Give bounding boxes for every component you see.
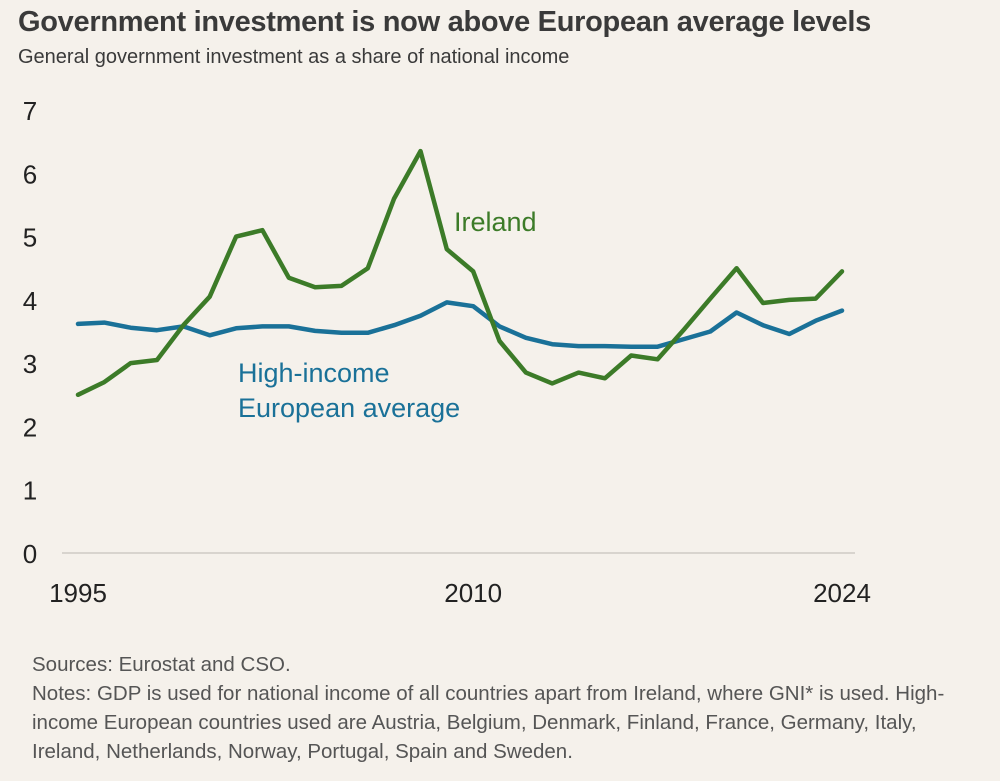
x-axis-ticks: 1995 2010 2024 bbox=[49, 578, 871, 608]
y-axis-ticks: 0 1 2 3 4 5 6 7 bbox=[23, 96, 37, 569]
x-tick-label: 2024 bbox=[813, 578, 871, 608]
chart-subtitle: General government investment as a share… bbox=[18, 46, 570, 68]
chart-footer: Sources: Eurostat and CSO. Notes: GDP is… bbox=[32, 650, 982, 766]
x-tick-label: 2010 bbox=[444, 578, 502, 608]
y-tick-label: 3 bbox=[23, 349, 37, 379]
chart-title: Government investment is now above Europ… bbox=[18, 6, 871, 38]
notes-text: Notes: GDP is used for national income o… bbox=[32, 682, 945, 763]
european-average-series-label: High-income European average bbox=[238, 358, 460, 423]
y-tick-label: 0 bbox=[23, 539, 37, 569]
y-tick-label: 6 bbox=[23, 159, 37, 189]
series-labels: Ireland High-income European average bbox=[238, 207, 537, 423]
sources-note: Sources: Eurostat and CSO. bbox=[32, 653, 291, 676]
y-tick-label: 2 bbox=[23, 412, 37, 442]
ireland-series-line bbox=[75, 148, 845, 398]
european-average-series-line bbox=[75, 300, 845, 349]
series-lines bbox=[75, 148, 845, 398]
ireland-series-label: Ireland bbox=[454, 207, 537, 237]
y-tick-label: 1 bbox=[23, 476, 37, 506]
y-tick-label: 7 bbox=[23, 96, 37, 126]
y-tick-label: 5 bbox=[23, 223, 37, 253]
x-tick-label: 1995 bbox=[49, 578, 107, 608]
line-chart: 0 1 2 3 4 5 6 7 1995 2010 2024 Ireland High-income… bbox=[23, 96, 871, 608]
y-tick-label: 4 bbox=[23, 286, 37, 316]
